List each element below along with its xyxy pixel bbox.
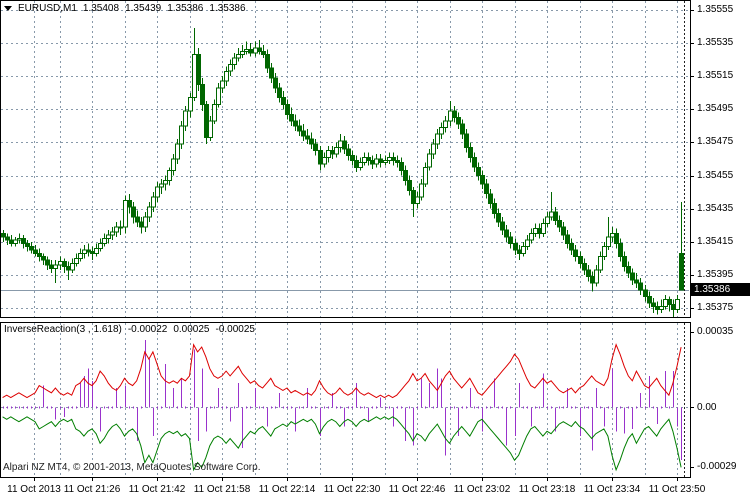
ohlc-low: 1.35386 xyxy=(167,3,204,14)
time-axis-label: 11 Oct 22:30 xyxy=(323,484,381,495)
time-axis-label: 11 Oct 22:14 xyxy=(258,484,316,495)
time-axis-label: 11 Oct 2013 xyxy=(7,484,61,495)
time-axis-label: 11 Oct 23:34 xyxy=(583,484,641,495)
price-axis-label: 1.35415 xyxy=(697,236,734,247)
copyright-text: Alpari NZ MT4, © 2001-2013, MetaQuotes S… xyxy=(3,462,261,473)
symbol-period-label: EURUSD,M1 xyxy=(18,3,77,14)
indicator-header: InverseReaction(3 , 1.618) -0.00022 0.00… xyxy=(4,324,255,335)
indicator-axis-label: -0.00029 xyxy=(697,461,737,472)
price-axis-label: 1.35375 xyxy=(697,302,734,313)
symbol-marker-icon xyxy=(4,6,12,11)
time-axis-label: 11 Oct 23:18 xyxy=(518,484,576,495)
indicator-value-1: -0.00022 xyxy=(127,324,168,335)
price-axis-label: 1.35515 xyxy=(697,70,734,81)
time-axis-label: 11 Oct 21:42 xyxy=(128,484,186,495)
indicator-axis-label: 0.00035 xyxy=(697,326,734,337)
chart-ohlc-header: EURUSD,M1 1.35408 1.35439 1.35386 1.3538… xyxy=(4,3,246,14)
current-price-tag: 1.35386 xyxy=(691,283,750,296)
price-axis-label: 1.35395 xyxy=(697,269,734,280)
ohlc-close: 1.35386 xyxy=(209,3,246,14)
indicator-axis-label: 0.00 xyxy=(697,402,717,413)
price-chart-panel[interactable] xyxy=(0,0,690,318)
ohlc-open: 1.35408 xyxy=(82,3,120,14)
indicator-panel[interactable] xyxy=(0,322,690,478)
price-axis-label: 1.35475 xyxy=(697,136,734,147)
time-axis-label: 11 Oct 21:26 xyxy=(63,484,121,495)
indicator-name: InverseReaction(3 , 1.618) xyxy=(4,324,122,335)
price-axis-label: 1.35435 xyxy=(697,203,734,214)
price-axis-label: 1.35495 xyxy=(697,103,734,114)
price-axis-label: 1.35535 xyxy=(697,37,734,48)
time-axis-label: 11 Oct 23:50 xyxy=(648,484,706,495)
ohlc-high: 1.35439 xyxy=(125,3,162,14)
indicator-value-3: -0.00025 xyxy=(215,324,255,335)
price-axis-label: 1.35455 xyxy=(697,170,734,181)
indicator-value-2: 0.00025 xyxy=(173,324,210,335)
price-axis-label: 1.35555 xyxy=(697,4,734,15)
time-axis-label: 11 Oct 21:58 xyxy=(193,484,251,495)
time-axis-label: 11 Oct 23:02 xyxy=(453,484,511,495)
time-axis-label: 11 Oct 22:46 xyxy=(388,484,446,495)
